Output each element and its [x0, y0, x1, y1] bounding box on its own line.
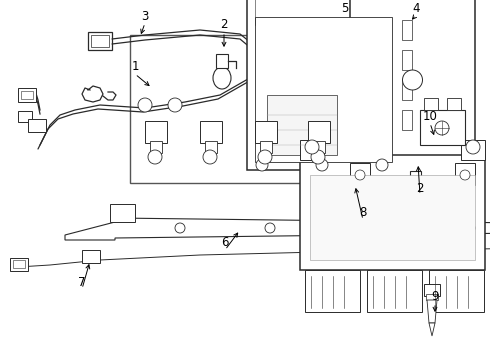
Bar: [91, 35, 109, 47]
Circle shape: [175, 223, 185, 233]
Bar: [367, 270, 422, 312]
Bar: [424, 284, 440, 296]
Circle shape: [466, 140, 480, 154]
Bar: [255, 17, 392, 162]
Polygon shape: [65, 218, 490, 240]
Text: 5: 5: [342, 1, 349, 14]
Bar: [10, 258, 28, 271]
Bar: [310, 175, 475, 260]
Bar: [420, 110, 465, 145]
Bar: [424, 98, 438, 110]
Circle shape: [316, 159, 328, 171]
Circle shape: [265, 223, 275, 233]
Circle shape: [311, 150, 325, 164]
Bar: [110, 204, 135, 222]
Bar: [455, 163, 475, 185]
Text: 10: 10: [422, 109, 438, 122]
Circle shape: [375, 223, 385, 233]
Bar: [200, 121, 222, 143]
Circle shape: [465, 223, 475, 233]
Bar: [350, 163, 370, 185]
Bar: [255, 121, 277, 143]
Circle shape: [305, 140, 319, 154]
Ellipse shape: [407, 183, 423, 203]
Bar: [21, 91, 33, 99]
Circle shape: [435, 121, 449, 135]
Text: 6: 6: [221, 237, 229, 249]
Bar: [28, 119, 46, 132]
Polygon shape: [427, 300, 437, 323]
Bar: [18, 111, 32, 122]
Text: 7: 7: [78, 275, 86, 288]
Bar: [145, 121, 167, 143]
Bar: [402, 20, 412, 40]
Bar: [88, 32, 112, 50]
Circle shape: [355, 170, 365, 180]
Bar: [82, 250, 100, 263]
Bar: [313, 141, 325, 153]
Bar: [300, 140, 324, 160]
Circle shape: [402, 70, 422, 90]
Bar: [402, 50, 412, 70]
Bar: [429, 270, 484, 312]
Bar: [300, 155, 485, 270]
Bar: [402, 110, 412, 130]
Bar: [205, 141, 217, 153]
Bar: [130, 35, 405, 183]
Circle shape: [168, 98, 182, 112]
Bar: [18, 88, 36, 102]
Circle shape: [376, 159, 388, 171]
Text: 2: 2: [220, 18, 228, 31]
Circle shape: [138, 98, 152, 112]
Bar: [150, 141, 162, 153]
Text: 8: 8: [359, 207, 367, 220]
Bar: [305, 270, 360, 312]
Bar: [13, 260, 25, 268]
Bar: [447, 98, 461, 110]
Bar: [216, 54, 228, 68]
Polygon shape: [429, 323, 435, 336]
Bar: [426, 294, 438, 300]
Bar: [410, 171, 421, 184]
Text: 9: 9: [431, 289, 439, 302]
Bar: [350, 0, 475, 165]
Circle shape: [258, 150, 272, 164]
Circle shape: [203, 150, 217, 164]
Circle shape: [256, 159, 268, 171]
Text: 2: 2: [416, 181, 424, 194]
Circle shape: [460, 170, 470, 180]
Ellipse shape: [213, 67, 231, 89]
Bar: [247, 0, 402, 170]
Text: 3: 3: [141, 9, 148, 22]
Bar: [260, 141, 272, 153]
Text: 4: 4: [412, 1, 420, 14]
Text: 1: 1: [131, 60, 139, 73]
Bar: [402, 80, 412, 100]
Bar: [461, 140, 485, 160]
Circle shape: [148, 150, 162, 164]
Bar: [267, 95, 337, 155]
Bar: [308, 121, 330, 143]
